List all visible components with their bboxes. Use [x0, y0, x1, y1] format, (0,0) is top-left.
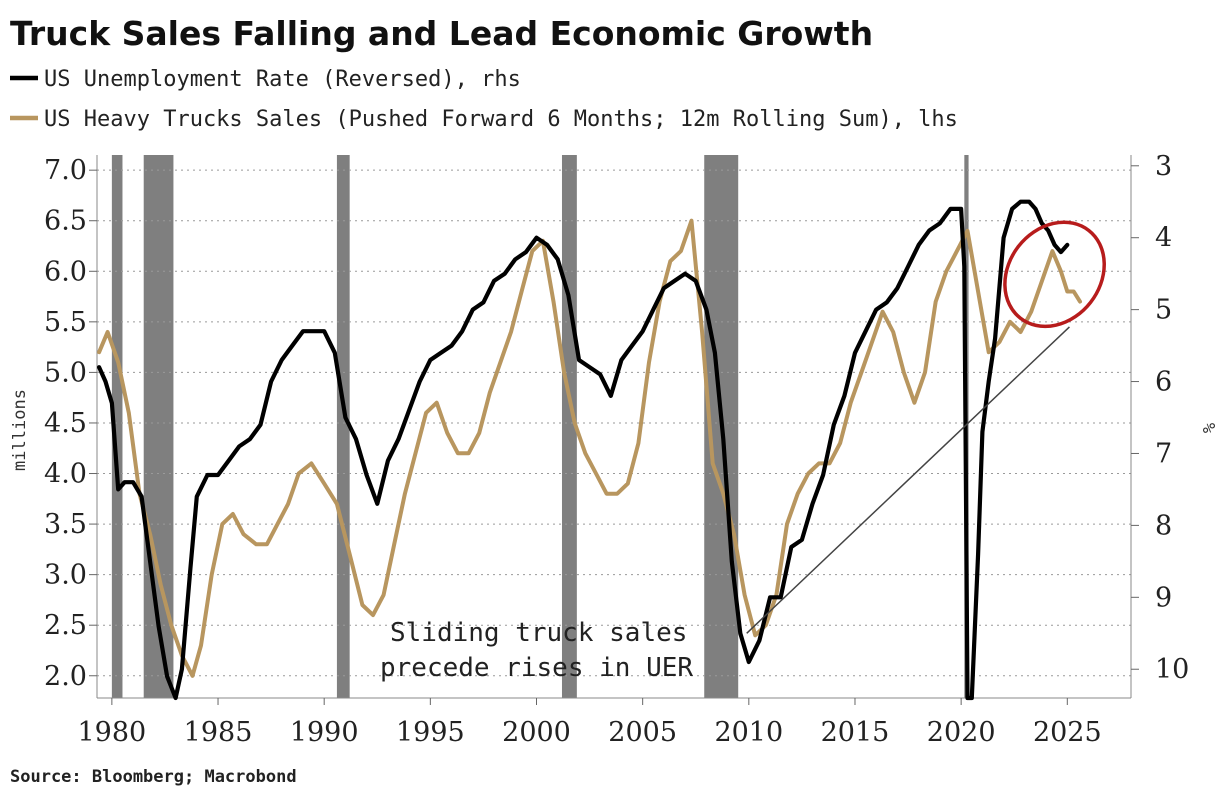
- annotation-line-2: precede rises in UER: [380, 653, 693, 683]
- x-tick-label-7: 2015: [821, 717, 890, 748]
- left-tick-label-3: 3.5: [44, 509, 87, 540]
- right-tick-label-6: 9: [1155, 582, 1172, 613]
- right-tick-label-5: 8: [1155, 510, 1172, 541]
- left-axis-ticks: 2.0 2.5 3.0 3.5 4.0 4.5 5.0 5.5 6.0 6.5 7.0: [44, 155, 97, 692]
- recession-band-0: [111, 155, 123, 698]
- x-axis-ticks: 1980 1985 1990 1995 2000 2005 2010 2015 2020 2025: [78, 698, 1102, 748]
- x-tick-label-0: 1980: [78, 717, 147, 748]
- left-tick-label-0: 2.0: [44, 661, 87, 692]
- series-line-1: [97, 218, 1082, 678]
- right-axis-label: %: [1198, 423, 1217, 433]
- x-tick-label-5: 2005: [608, 717, 677, 748]
- right-tick-label-3: 6: [1155, 367, 1172, 398]
- x-tick-label-3: 1995: [396, 717, 465, 748]
- annotation-group: Sliding truck sales precede rises in UER: [380, 220, 1106, 683]
- legend-label-trucks: US Heavy Trucks Sales (Pushed Forward 6 …: [44, 107, 958, 132]
- x-tick-label-6: 2010: [714, 717, 783, 748]
- left-tick-label-6: 5.0: [44, 357, 87, 388]
- right-tick-label-0: 3: [1155, 151, 1172, 182]
- annotation-line-1: Sliding truck sales: [390, 618, 687, 648]
- x-tick-label-9: 2025: [1033, 717, 1102, 748]
- left-tick-label-7: 5.5: [44, 307, 87, 338]
- left-tick-label-10: 7.0: [44, 155, 87, 186]
- series-lines: [96, 199, 1082, 701]
- right-tick-label-4: 7: [1155, 438, 1172, 469]
- left-tick-label-2: 3.0: [44, 560, 87, 591]
- x-tick-label-8: 2020: [927, 717, 996, 748]
- left-tick-label-4: 4.0: [44, 459, 87, 490]
- left-tick-label-5: 4.5: [44, 408, 87, 439]
- annotation-arrow-line: [746, 326, 1070, 634]
- chart-title: Truck Sales Falling and Lead Economic Gr…: [10, 14, 873, 53]
- grid-lines: [97, 169, 1131, 677]
- highlight-ellipse: [1003, 220, 1106, 329]
- left-tick-label-9: 6.5: [44, 206, 87, 237]
- right-tick-label-7: 10: [1155, 654, 1189, 685]
- left-axis-label: millions: [10, 389, 30, 471]
- x-tick-label-4: 2000: [502, 717, 571, 748]
- x-tick-label-2: 1990: [290, 717, 359, 748]
- recession-band-2: [336, 155, 350, 698]
- series-line-0: [96, 199, 1070, 701]
- right-tick-label-1: 4: [1155, 223, 1172, 254]
- source-note: Source: Bloomberg; Macrobond: [10, 767, 297, 787]
- x-tick-label-1: 1985: [184, 717, 253, 748]
- left-tick-label-8: 6.0: [44, 256, 87, 287]
- legend-label-unemployment: US Unemployment Rate (Reversed), rhs: [44, 67, 521, 92]
- right-axis-ticks: 3 4 5 6 7 8 9 10: [1131, 151, 1189, 685]
- recession-bands: [111, 155, 969, 698]
- left-tick-label-1: 2.5: [44, 610, 87, 641]
- right-tick-label-2: 5: [1155, 295, 1172, 326]
